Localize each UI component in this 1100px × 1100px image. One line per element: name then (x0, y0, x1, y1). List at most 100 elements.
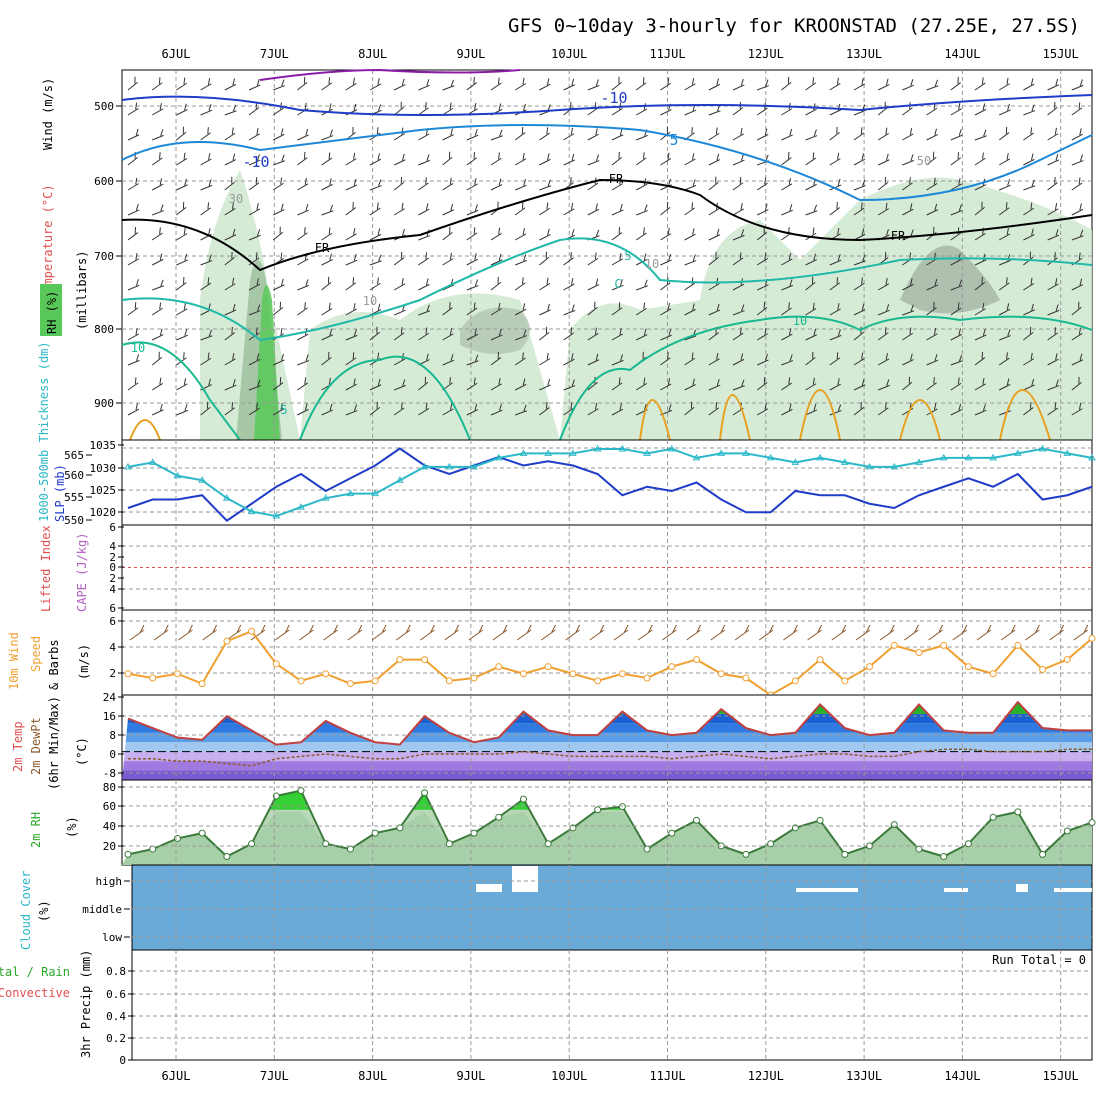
thickness-line-point (198, 476, 207, 483)
wind10m-barb (444, 624, 460, 641)
axis-tick-label: 20 (103, 840, 116, 853)
wind-barb (514, 228, 527, 241)
wind-barb (490, 152, 502, 166)
rh2m-line-point (964, 840, 972, 848)
wind-barb (466, 76, 477, 91)
wind-barb (539, 251, 550, 266)
wind-barb (732, 327, 744, 341)
wind-barb (732, 252, 744, 266)
wind-barb (974, 129, 987, 141)
wind-speed-line-point (816, 656, 824, 664)
wind-barb (805, 152, 817, 166)
wind10m-barb (1000, 624, 1016, 641)
wind-speed-line-point (396, 656, 404, 664)
wind-speed-line-point (173, 670, 181, 678)
wind-barb (781, 279, 794, 291)
axis-tick-label: -8 (103, 767, 116, 780)
wind10m-unit: (m/s) (77, 644, 91, 680)
wind-barb (539, 378, 551, 391)
wind10m-axis: 6 4 2 (109, 615, 124, 680)
thickness-line-point (717, 449, 726, 456)
wind-barb (1071, 177, 1083, 191)
contour-label: FR (891, 229, 906, 243)
wind-barb (708, 303, 721, 316)
wind-barb (393, 402, 405, 416)
wind-barb (1047, 202, 1059, 216)
axis-tick-label: 0.4 (106, 1010, 126, 1023)
wind-speed-line-point (322, 670, 330, 678)
wind-barb (732, 154, 745, 166)
wind-barb (635, 302, 647, 316)
cloud-cover-fill (131, 864, 1093, 951)
cloud-cover-gaps (476, 866, 1092, 892)
rh2m-line-point (272, 792, 280, 800)
wind-barb (684, 401, 695, 416)
wind-barb (539, 153, 551, 166)
wind-barb (974, 302, 986, 316)
wind-barb (321, 178, 333, 191)
wind-barb (297, 377, 308, 391)
temperature-contour (899, 399, 941, 441)
wind-barb (950, 102, 962, 116)
precip-frame (131, 949, 1093, 1061)
wind-barb (490, 77, 502, 91)
axis-tick-label: high (96, 875, 123, 888)
wind10m-barb (928, 624, 944, 641)
wind-barb (200, 254, 213, 266)
date-label-top: 15JUL (1043, 47, 1079, 61)
temperature-band (122, 742, 1092, 752)
thickness-line-point (667, 444, 676, 452)
wind-barb (442, 354, 455, 366)
wind-barb (393, 127, 405, 141)
temperature-contour (121, 94, 1093, 116)
rh2m-line-point (544, 840, 552, 848)
wind10m-barb (807, 624, 823, 641)
wind-barb (587, 252, 599, 266)
slp-label: SLP (mb) (53, 464, 67, 522)
wind-barb (490, 129, 503, 141)
wind-barb (490, 351, 502, 366)
wind-barb (732, 304, 745, 316)
wind-barb (321, 227, 333, 241)
wind-speed-line-point (890, 641, 898, 649)
wind10m-barb (299, 624, 314, 641)
wind-barb (466, 178, 478, 191)
axis-tick-label: 500 (94, 100, 114, 113)
rh2m-line (127, 789, 1093, 858)
wind-barb (926, 301, 937, 316)
thickness-line-point (1088, 453, 1096, 461)
wind-barb (660, 152, 672, 166)
wind-barb (926, 278, 939, 291)
wind-barb (732, 229, 745, 241)
wind-barb (442, 151, 453, 166)
contour-labels: -10 -10 5 FR FR FR 5 10 10 5 50 30 10 10 C (131, 89, 931, 417)
wind-barb (805, 377, 817, 391)
wind-barb (611, 354, 624, 366)
wind-barb (878, 379, 890, 391)
wind-barb (345, 201, 356, 216)
wind-barb (974, 77, 986, 91)
axis-tick-label: 4 (109, 583, 116, 596)
axis-tick-label: 0.6 (106, 988, 126, 1001)
wind-barb (248, 78, 261, 91)
wind-speed-line-point (297, 677, 305, 685)
wind-barb (321, 152, 333, 166)
wind-barb (273, 79, 285, 91)
wind-barb (321, 302, 333, 316)
wind-speed-line-point (915, 649, 923, 656)
wind-barb (877, 202, 890, 216)
wind-barb (756, 203, 769, 216)
temperature-contour (259, 68, 521, 81)
thickness-line-point (643, 449, 651, 456)
wind10m-barb (589, 624, 605, 641)
wind-barb (1047, 153, 1060, 166)
wind-barb (127, 279, 140, 291)
wind-barb (1071, 301, 1082, 316)
rh2m-line-point (322, 840, 330, 848)
wind-barb (369, 228, 382, 241)
wind-barb (127, 377, 139, 391)
wind10m-frame (121, 609, 1093, 696)
rh-legend-swatch (40, 284, 62, 336)
thickness-line-point (569, 449, 577, 456)
